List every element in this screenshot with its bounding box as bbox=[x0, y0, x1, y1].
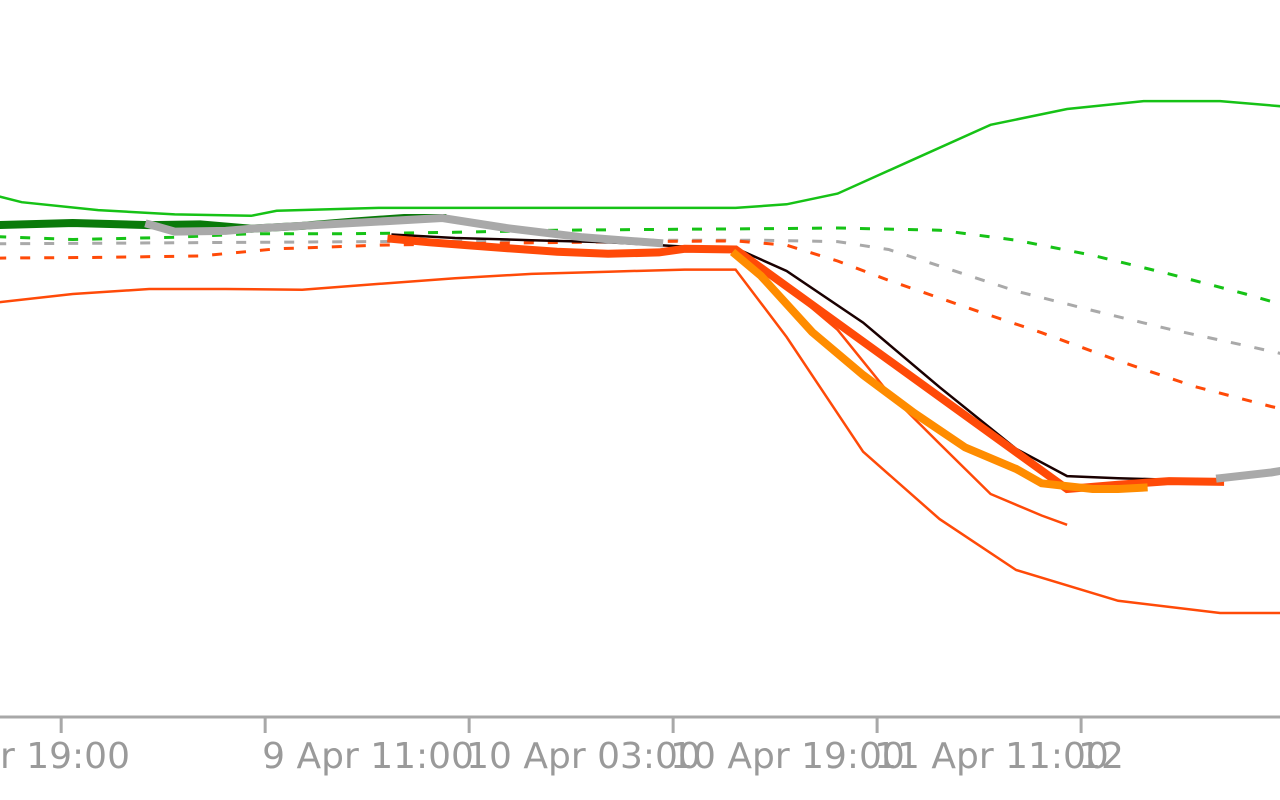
x-tick-label-1: 9 Apr 11:00 bbox=[262, 736, 474, 777]
x-tick-label-3: 10 Apr 19:00 bbox=[670, 736, 905, 777]
plot-area bbox=[0, 99, 1280, 615]
series-line-0 bbox=[0, 99, 1280, 218]
x-tick-label-2: 10 Apr 03:00 bbox=[466, 736, 701, 777]
x-tick-label-5: 12 bbox=[1078, 736, 1124, 777]
x-tick-label-4: 11 Apr 11:00 bbox=[874, 736, 1109, 777]
series-line-1 bbox=[0, 268, 1280, 615]
series-line-10 bbox=[729, 248, 1148, 493]
x-tick-label-0: r 19:00 bbox=[0, 736, 130, 777]
series-line-4 bbox=[0, 239, 1280, 410]
series-line-5 bbox=[391, 233, 1170, 481]
series-line-8 bbox=[144, 213, 664, 248]
series-line-11 bbox=[1215, 466, 1280, 483]
series-line-3 bbox=[0, 238, 1280, 355]
series-line-2 bbox=[0, 226, 1280, 306]
series-line-9 bbox=[387, 234, 1225, 494]
